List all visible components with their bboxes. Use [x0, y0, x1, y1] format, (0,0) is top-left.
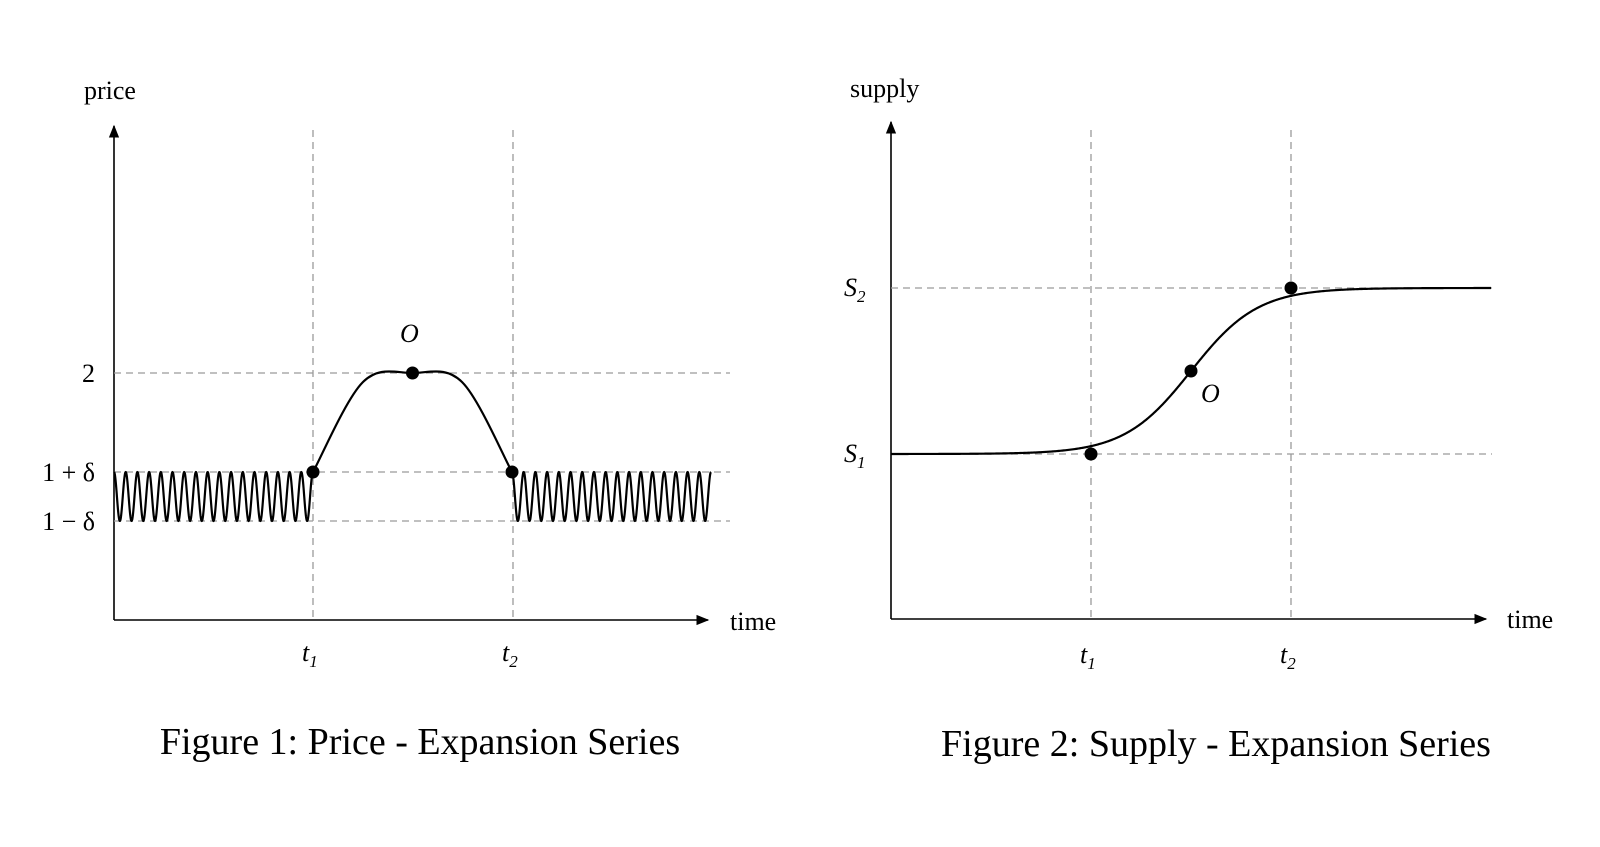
- price-oscillation-left: [113, 470, 314, 523]
- price-point-o: [406, 366, 419, 380]
- supply-xtick-t2: t2: [1280, 640, 1296, 673]
- price-xtick-t1: t1: [302, 638, 318, 671]
- supply-ytick-s1: S1: [844, 439, 866, 472]
- price-x-axis-label: time: [730, 607, 776, 636]
- supply-chart: supply time S2 S1 t1 t2 O Figure 2: Supp…: [844, 74, 1553, 765]
- price-point-t2: [505, 465, 519, 479]
- price-hump-curve: [312, 370, 513, 473]
- price-xtick-t2: t2: [502, 638, 518, 671]
- price-point-o-label: O: [400, 319, 419, 348]
- supply-point-t2: [1284, 281, 1298, 295]
- price-ytick-lower: 1 − δ: [42, 507, 95, 536]
- supply-xtick-t1: t1: [1080, 640, 1096, 673]
- supply-point-o: [1184, 364, 1198, 378]
- price-y-axis-label: price: [84, 76, 136, 105]
- price-point-t1: [306, 465, 320, 479]
- price-ytick-two: 2: [82, 359, 95, 388]
- supply-point-t1: [1084, 447, 1098, 461]
- price-figure-caption: Figure 1: Price - Expansion Series: [160, 721, 680, 763]
- supply-x-axis-label: time: [1507, 605, 1553, 634]
- price-chart: price time 1 − δ 1 + δ 2 t1 t2 O Figure …: [42, 76, 776, 763]
- supply-y-axis-label: supply: [850, 74, 919, 103]
- supply-figure-caption: Figure 2: Supply - Expansion Series: [941, 723, 1491, 765]
- price-oscillation-right: [511, 470, 712, 523]
- price-ytick-upper: 1 + δ: [42, 458, 95, 487]
- supply-point-o-label: O: [1201, 379, 1220, 408]
- supply-ytick-s2: S2: [844, 273, 866, 306]
